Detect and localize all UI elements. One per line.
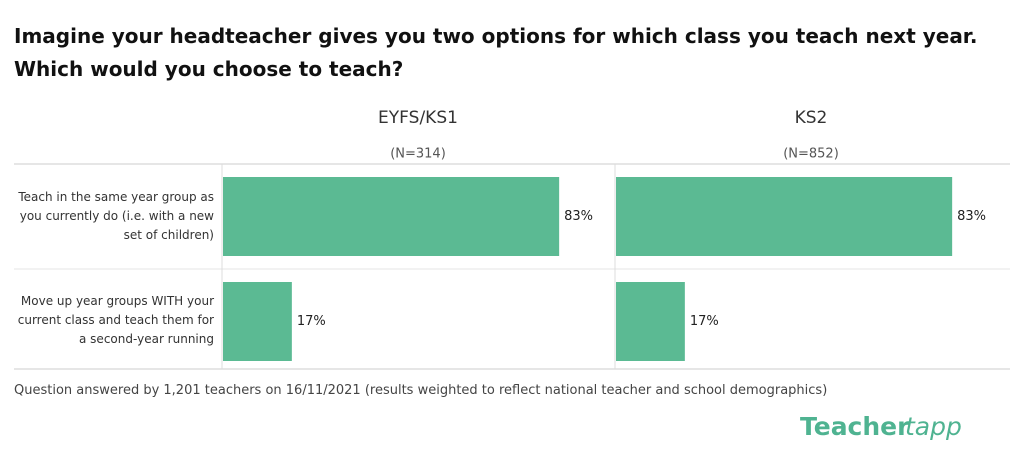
logo-text: Teacher [800, 412, 910, 441]
value-label: 17% [297, 314, 326, 329]
panel-title: KS2 [795, 108, 828, 128]
value-label: 83% [957, 209, 986, 224]
chart-title: Imagine your headteacher gives you two o… [14, 24, 978, 81]
bar [223, 177, 560, 256]
bar [616, 282, 685, 361]
category-label: Teach in the same year group as you curr… [18, 190, 214, 242]
logo-text: tapp [905, 412, 962, 441]
panel-subtitle: (N=314) [390, 147, 446, 162]
panel-subtitle: (N=852) [783, 147, 839, 162]
value-label: 83% [564, 209, 593, 224]
bar [223, 282, 292, 361]
panel-title: EYFS/KS1 [378, 108, 458, 128]
category-label: Move up year groups WITH your current cl… [17, 294, 214, 346]
value-label: 17% [690, 314, 719, 329]
bar [616, 177, 953, 256]
footnote: Question answered by 1,201 teachers on 1… [14, 383, 828, 398]
